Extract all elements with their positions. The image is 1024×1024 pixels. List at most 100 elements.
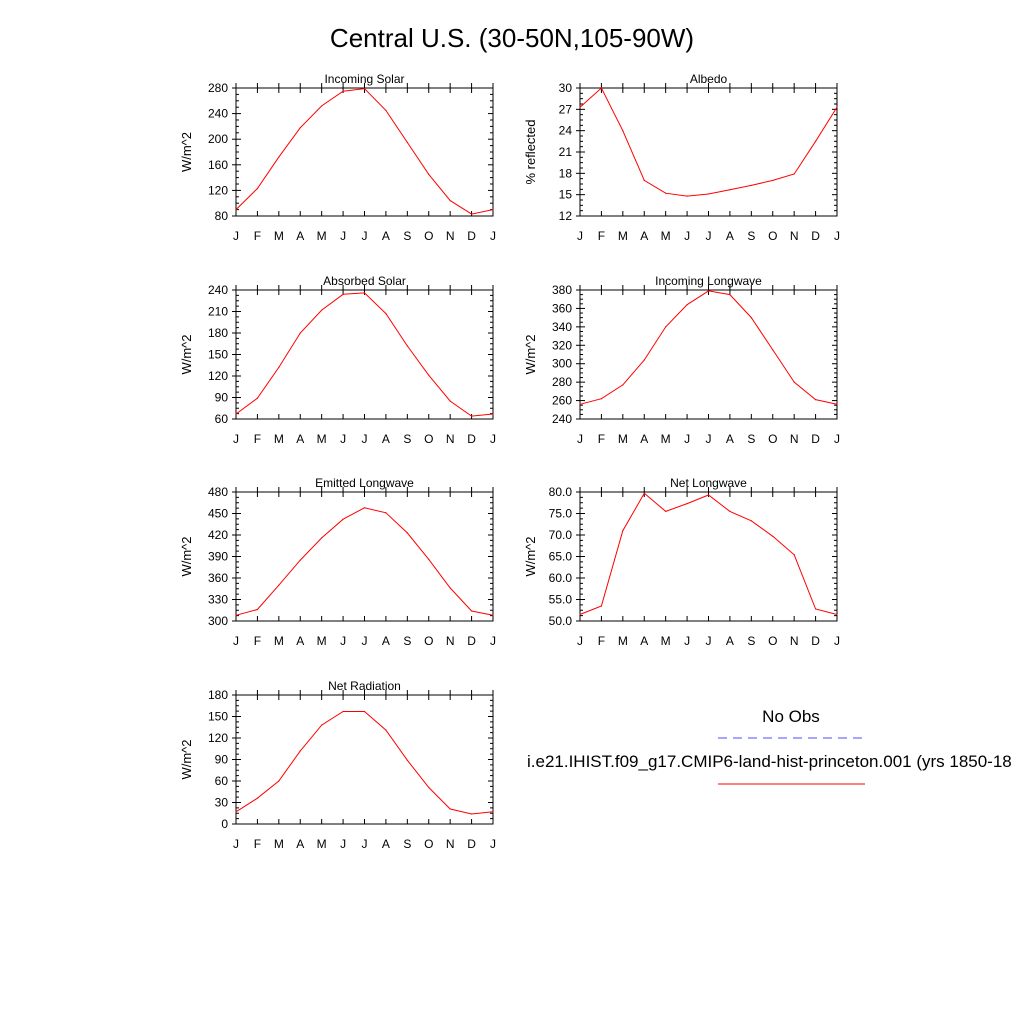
data-point [750,317,752,319]
data-point [235,413,237,415]
data-point [793,554,795,556]
x-tick-label: M [317,634,327,648]
y-tick-label: 320 [552,338,572,352]
y-tick-label: 380 [552,283,572,297]
data-point [665,326,667,328]
x-tick-label: N [446,229,455,243]
data-point [342,710,344,713]
y-tick-label: 420 [208,528,228,542]
data-point [235,209,237,211]
y-tick-label: 90 [215,391,229,405]
data-point [729,294,731,296]
data-point [449,808,451,810]
plot-frame [235,694,494,825]
x-tick-label: J [233,432,239,446]
data-point [299,750,301,752]
data-point [299,559,301,561]
y-tick-label: 180 [208,326,228,340]
panel-title: Absorbed Solar [323,274,406,288]
y-tick-label: 330 [208,593,228,607]
x-tick-label: F [254,634,261,648]
x-tick-label: F [254,837,261,851]
x-tick-label: M [317,837,327,851]
x-tick-label: M [661,432,671,446]
series-line [579,492,838,615]
y-tick-label: 55.0 [549,593,573,607]
data-point [385,512,387,514]
y-axis-label: W/m^2 [523,334,538,374]
y-tick-label: 360 [552,301,572,315]
x-tick-label: J [362,837,368,851]
data-point [836,613,838,616]
x-tick-label: J [684,229,690,243]
x-tick-label: A [382,634,390,648]
y-tick-label: 120 [208,183,228,197]
data-point [278,584,280,586]
x-tick-label: S [747,229,755,243]
x-tick-label: J [362,229,368,243]
x-tick-label: F [598,229,605,243]
x-tick-label: F [254,229,261,243]
data-point [707,193,710,195]
y-tick-label: 120 [208,369,228,383]
y-tick-label: 280 [208,81,228,95]
x-tick-label: S [403,634,411,648]
x-tick-label: J [490,229,496,243]
x-tick-label: M [618,634,628,648]
y-tick-label: 75.0 [549,507,573,521]
data-point [492,614,494,616]
y-tick-label: 240 [208,107,228,121]
data-point [772,179,774,182]
x-tick-label: J [834,432,840,446]
data-point [750,520,752,522]
x-tick-label: O [424,432,433,446]
chart-panel-6: Net Longwave W/m^2 50.0 55.0 60.0 65.0 70.0 75.… [523,476,840,648]
data-point [321,724,323,726]
x-tick-label: A [296,229,304,243]
x-tick-label: N [446,634,455,648]
y-tick-label: 480 [208,485,228,499]
data-point [470,610,473,612]
y-tick-label: 340 [552,320,572,334]
data-point [449,200,451,202]
data-point [622,530,624,532]
x-tick-label: A [382,229,390,243]
x-tick-label: A [296,432,304,446]
x-tick-label: J [577,634,583,648]
data-point [579,403,581,405]
data-point [470,415,473,417]
data-point [686,503,688,505]
series-line [235,292,494,417]
data-point [622,384,624,386]
series-line [235,88,494,215]
data-point [299,127,301,129]
data-point [622,130,624,132]
y-tick-label: 90 [215,753,229,767]
data-point [428,173,430,175]
y-tick-label: 200 [208,132,228,146]
y-tick-label: 24 [559,124,573,138]
data-point [278,780,280,782]
x-tick-label: A [640,634,648,648]
data-point [600,605,603,607]
chart-panel-4: Incoming Longwave W/m^2 240 260 280 300 320 340… [523,274,840,446]
data-point [428,374,430,376]
x-tick-label: O [424,634,433,648]
y-tick-label: 18 [559,166,573,180]
data-point [428,786,430,789]
y-tick-label: 70.0 [549,528,573,542]
x-tick-label: A [726,432,734,446]
y-tick-label: 300 [552,357,572,371]
data-point [385,313,387,315]
data-point [814,140,817,142]
plot-frame [235,289,494,420]
data-point [406,532,408,534]
x-tick-label: N [790,432,799,446]
data-point [385,109,387,111]
panel-title: Emitted Longwave [315,476,414,490]
x-tick-label: F [254,432,261,446]
y-tick-label: 27 [559,102,573,116]
x-tick-label: J [834,229,840,243]
